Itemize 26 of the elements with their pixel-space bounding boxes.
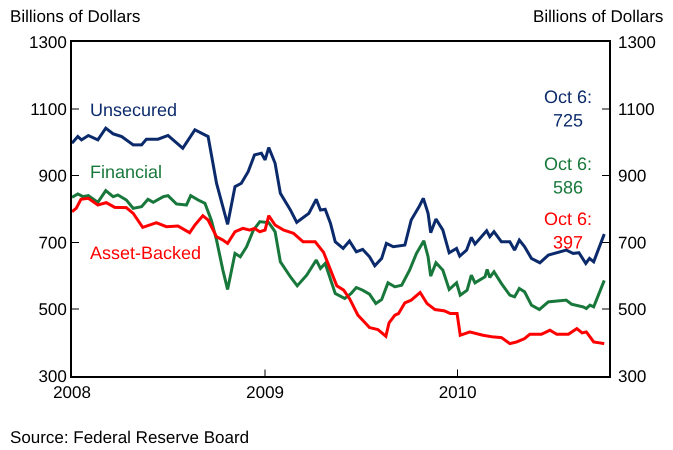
line-series (72, 196, 606, 346)
y2-tick-label: 700 (618, 233, 646, 252)
y-tick-label: 1300 (29, 32, 67, 52)
y-tick-label: 500 (38, 300, 67, 320)
annotation: Oct 6: 586 (544, 154, 592, 198)
x-tick-label: 2008 (53, 383, 91, 402)
y-tick-label: 300 (38, 366, 67, 386)
x-tick-label: 2009 (246, 383, 284, 402)
y2-tick-label: 900 (618, 166, 646, 186)
annotation: Oct 6: 397 (544, 209, 592, 252)
y-tick-label: 900 (38, 166, 67, 186)
line-series (72, 126, 606, 268)
y2-tick-label: 500 (618, 300, 646, 320)
annotation: Oct 6: 725 (544, 87, 592, 130)
series-label: Asset-Backed (90, 243, 202, 263)
y-tick-label: 700 (38, 233, 67, 252)
y-tick-label: 1100 (30, 100, 67, 119)
y2-tick-label: 300 (618, 366, 646, 386)
y2-tick-label: 1100 (618, 100, 655, 119)
x-tick-label: 2010 (438, 383, 477, 402)
y2-axis-title: Billions of Dollars (533, 7, 664, 26)
series-label: Financial (90, 162, 162, 182)
y2-tick-label: 1300 (618, 32, 656, 52)
source-note: Source: Federal Reserve Board (10, 428, 250, 447)
series-label: Unsecured (90, 100, 178, 120)
y-axis-title: Billions of Dollars (10, 7, 140, 26)
